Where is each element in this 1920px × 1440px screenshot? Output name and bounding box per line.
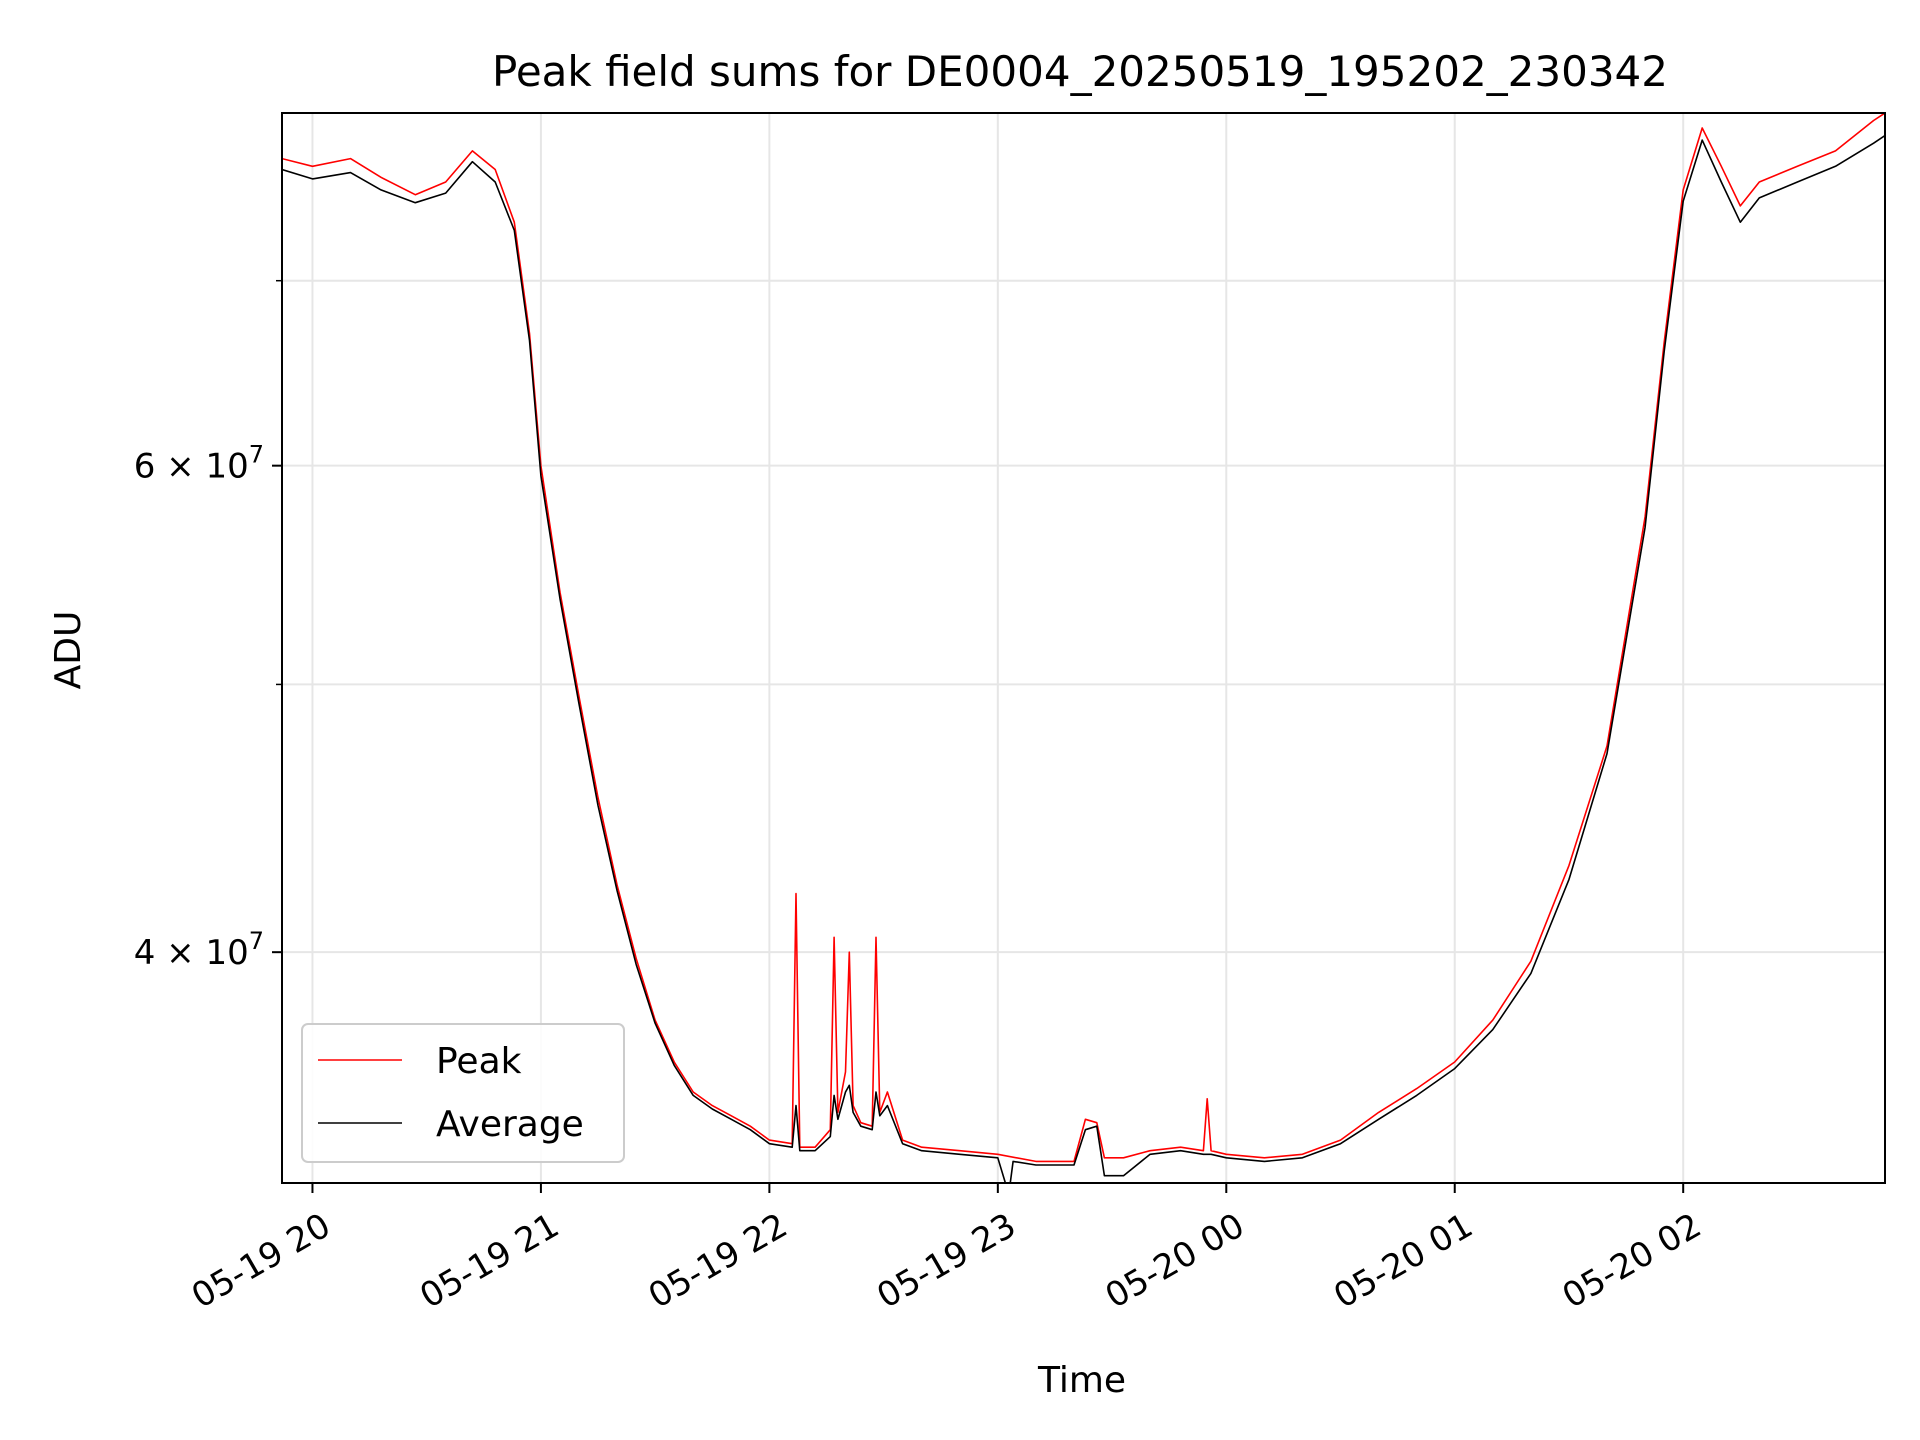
y-tick-label: 6 × 107	[134, 441, 264, 487]
grid	[282, 113, 1885, 1183]
plot-frame	[281, 112, 1886, 1184]
legend-box	[301, 1023, 625, 1163]
x-axis-label: Time	[1037, 1360, 1126, 1401]
y-axis-ticks: 4 × 107 6 × 107	[134, 279, 282, 973]
plot-lines	[282, 113, 1885, 1183]
y-tick-label: 4 × 107	[134, 927, 264, 973]
x-tick-label: 05-19 20	[185, 1206, 337, 1317]
legend: Peak Average	[301, 1023, 625, 1163]
x-tick-label: 05-20 00	[1099, 1206, 1251, 1317]
series-line-peak	[282, 113, 1885, 1163]
chart-title: Peak field sums for DE0004_20250519_1952…	[492, 47, 1668, 96]
legend-label-peak: Peak	[436, 1041, 522, 1082]
y-axis-label: ADU	[48, 611, 89, 690]
x-tick-label: 05-20 02	[1556, 1206, 1708, 1317]
x-tick-label: 05-20 01	[1327, 1206, 1479, 1317]
legend-label-average: Average	[436, 1104, 584, 1145]
x-tick-label: 05-19 22	[642, 1206, 794, 1317]
x-tick-label: 05-19 23	[870, 1206, 1022, 1317]
x-tick-label: 05-19 21	[413, 1206, 565, 1317]
series-line-average	[282, 134, 1885, 1183]
x-axis-ticks: 05-19 20 05-19 21 05-19 22 05-19 23 05-20 00…	[185, 1183, 1708, 1317]
